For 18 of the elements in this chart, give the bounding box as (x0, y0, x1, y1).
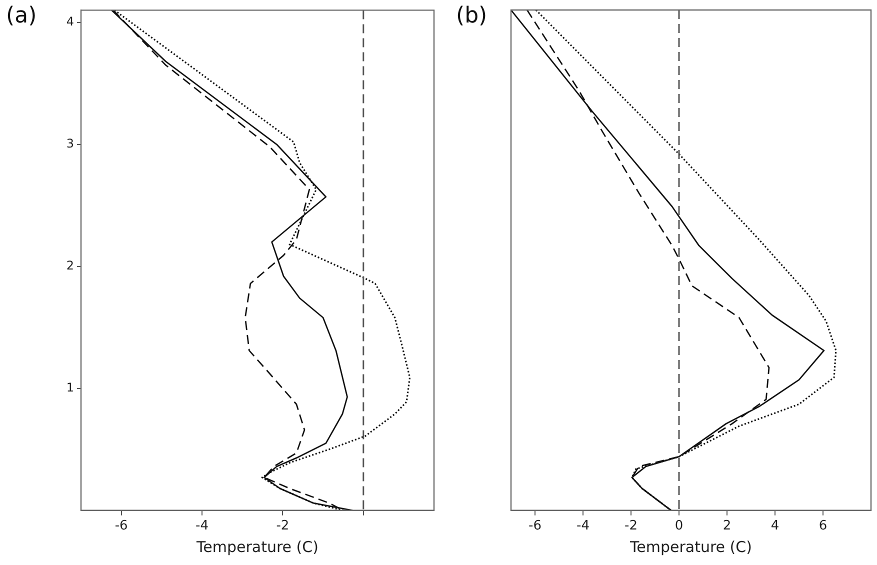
y-tick-label: 1 (66, 380, 74, 395)
y-tick-label: 3 (66, 136, 74, 151)
x-tick-label: 4 (770, 518, 780, 534)
x-tick-label: 0 (674, 518, 684, 534)
x-axis-title: Temperature (C) (629, 538, 752, 556)
chart-title: (a) (6, 4, 37, 29)
x-axis-title: Temperature (C) (196, 538, 318, 556)
x-tick-label: -4 (196, 518, 209, 534)
x-tick-label: -4 (576, 518, 590, 534)
x-tick-label: 6 (818, 518, 828, 534)
x-tick-label: -2 (624, 518, 638, 534)
y-tick-label: 4 (66, 14, 74, 29)
chart-title: (b) (456, 4, 488, 29)
x-tick-label: -6 (114, 518, 128, 534)
y-tick-label: 2 (66, 258, 74, 273)
x-tick-label: 2 (722, 518, 732, 534)
x-tick-label: -6 (528, 518, 542, 534)
x-tick-label: -2 (276, 518, 290, 534)
